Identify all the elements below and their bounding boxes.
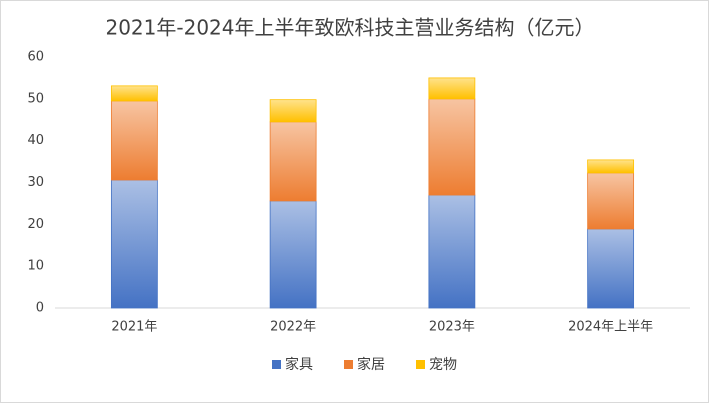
y-tick-label: 60 [27,50,44,65]
legend-label: 家居 [357,356,385,373]
x-tick-label: 2021年 [111,320,157,335]
x-tick-label: 2023年 [429,320,475,335]
bar [110,100,158,181]
bar [587,228,635,309]
legend-label: 宠物 [429,357,457,373]
y-tick-label: 50 [27,91,44,106]
legend-label: 家具 [285,356,313,373]
bar [428,98,476,196]
bar [428,194,476,309]
bar [110,85,158,102]
x-tick-label: 2024年上半年 [568,320,653,335]
y-tick-label: 20 [27,217,44,232]
legend-swatch [344,360,353,369]
bar [269,121,317,202]
bar [587,172,635,230]
legend-swatch [416,360,425,369]
y-tick-label: 10 [27,259,44,274]
bar [428,77,476,100]
y-tick-label: 40 [27,133,44,148]
bar [587,159,635,174]
legend-swatch [272,360,281,369]
bar [269,99,317,123]
y-tick-label: 0 [36,301,44,316]
x-tick-label: 2022年 [270,320,316,335]
bar [110,179,158,309]
bar [269,200,317,309]
y-tick-label: 30 [27,175,44,190]
chart-title: 2021年-2024年上半年致欧科技主营业务结构（亿元） [105,16,594,40]
